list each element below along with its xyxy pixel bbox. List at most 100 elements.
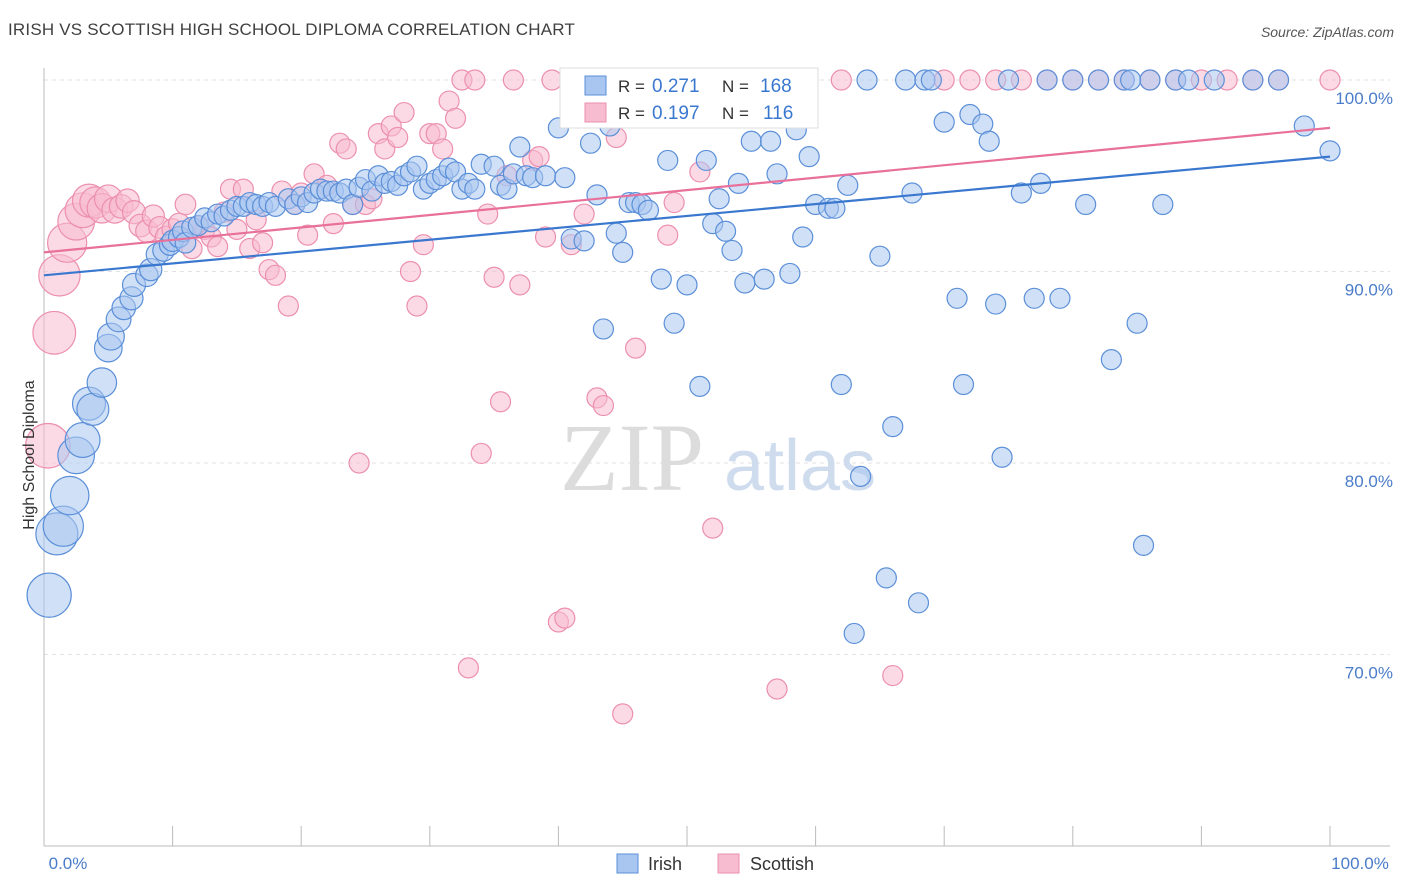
irish-point (86, 367, 118, 398)
irish-point (997, 69, 1020, 91)
scottish-point (432, 138, 454, 160)
y-axis-label: High School Diploma (21, 380, 38, 530)
scottish-point (174, 193, 197, 216)
stats-irish-r-value: 0.271 (652, 76, 700, 97)
legend-scottish-label[interactable]: Scottish (750, 854, 814, 874)
scottish-point (657, 224, 679, 246)
irish-point (1010, 182, 1032, 204)
scottish-point (470, 442, 492, 465)
scottish-point (483, 266, 505, 288)
y-tick-label: 70.0% (1345, 664, 1393, 683)
scottish-point (509, 274, 531, 296)
y-tick-labels: 70.0% 80.0% 90.0% 100.0% (1335, 89, 1393, 683)
irish-point (798, 146, 820, 168)
x-tick-label-max: 100.0% (1331, 854, 1389, 873)
scottish-point (207, 236, 229, 258)
irish-point (650, 268, 672, 290)
irish-point (49, 475, 90, 516)
irish-point (1139, 69, 1161, 91)
scottish-point (1319, 69, 1341, 91)
irish-point (1087, 69, 1110, 91)
irish-point (708, 188, 730, 210)
scottish-point (335, 138, 357, 160)
irish-point (64, 422, 101, 459)
scottish-point (624, 337, 647, 359)
scottish-point (348, 452, 370, 474)
scottish-point (297, 224, 319, 246)
x-tick-label-min: 0.0% (49, 854, 88, 873)
stats-irish-n-value: 168 (760, 76, 792, 97)
watermark: ZIP atlas (560, 404, 876, 511)
irish-point (534, 165, 557, 187)
irish-point (509, 136, 531, 158)
irish-point (991, 446, 1013, 468)
watermark-zip: ZIP (560, 404, 704, 511)
chart-title: IRISH VS SCOTTISH HIGH SCHOOL DIPLOMA CO… (8, 20, 576, 39)
irish-point (759, 130, 782, 152)
scottish-point (534, 226, 557, 248)
source-label: Source: ZipAtlas.com (1260, 24, 1394, 40)
irish-point (837, 174, 859, 196)
irish-point (695, 149, 717, 172)
irish-point (734, 272, 756, 294)
scottish-point (502, 69, 524, 91)
irish-point (579, 132, 602, 154)
scottish-point (393, 101, 415, 124)
irish-trend-line (43, 155, 1331, 277)
legend-irish-swatch[interactable] (616, 853, 639, 874)
scottish-point (541, 69, 563, 91)
scottish-point (830, 69, 852, 91)
legend-irish-label[interactable]: Irish (648, 854, 682, 874)
stats-irish-r-label: R = (618, 77, 650, 96)
scottish-point (399, 260, 422, 283)
irish-point (714, 220, 737, 242)
irish-point (869, 245, 891, 267)
scottish-point (882, 664, 904, 687)
scottish-point (387, 126, 409, 149)
irish-point (76, 392, 110, 426)
irish-point (721, 239, 743, 262)
irish-point (1049, 287, 1071, 309)
stats-scottish-n-value: 116 (763, 103, 793, 124)
irish-point (1319, 140, 1341, 162)
irish-point (676, 274, 698, 296)
scottish-point (766, 678, 788, 700)
irish-point (1062, 69, 1084, 91)
irish-point (766, 163, 788, 185)
irish-point (464, 178, 486, 200)
irish-point (856, 69, 878, 91)
irish-point (605, 222, 627, 244)
irish-point (779, 262, 801, 285)
irish-point (1152, 193, 1174, 216)
scottish-point (663, 191, 685, 214)
irish-point (933, 111, 955, 133)
irish-point (850, 465, 872, 488)
scottish-point (277, 295, 299, 317)
scottish-point (554, 607, 576, 629)
scottish-point (252, 232, 274, 254)
irish-point (895, 69, 917, 91)
legend-scottish-swatch[interactable] (717, 853, 740, 874)
irish-point (875, 567, 897, 589)
irish-point (946, 287, 968, 309)
scottish-point (702, 517, 724, 539)
irish-point (1242, 69, 1264, 91)
scottish-point (32, 310, 77, 355)
scottish-trend-line (43, 126, 1331, 254)
irish-point (952, 373, 975, 396)
watermark-atlas: atlas (724, 426, 876, 506)
irish-point (573, 230, 595, 252)
irish-point (554, 167, 576, 189)
irish-point (1100, 348, 1122, 371)
irish-point (26, 572, 72, 618)
irish-points (26, 69, 1341, 645)
irish-point (592, 318, 615, 340)
irish-point (830, 373, 852, 396)
irish-point (586, 184, 608, 206)
irish-point (920, 69, 942, 91)
scottish-point (464, 69, 486, 91)
scottish-point (573, 203, 595, 225)
scottish-point (959, 69, 981, 91)
stats-scottish-swatch (584, 102, 607, 123)
